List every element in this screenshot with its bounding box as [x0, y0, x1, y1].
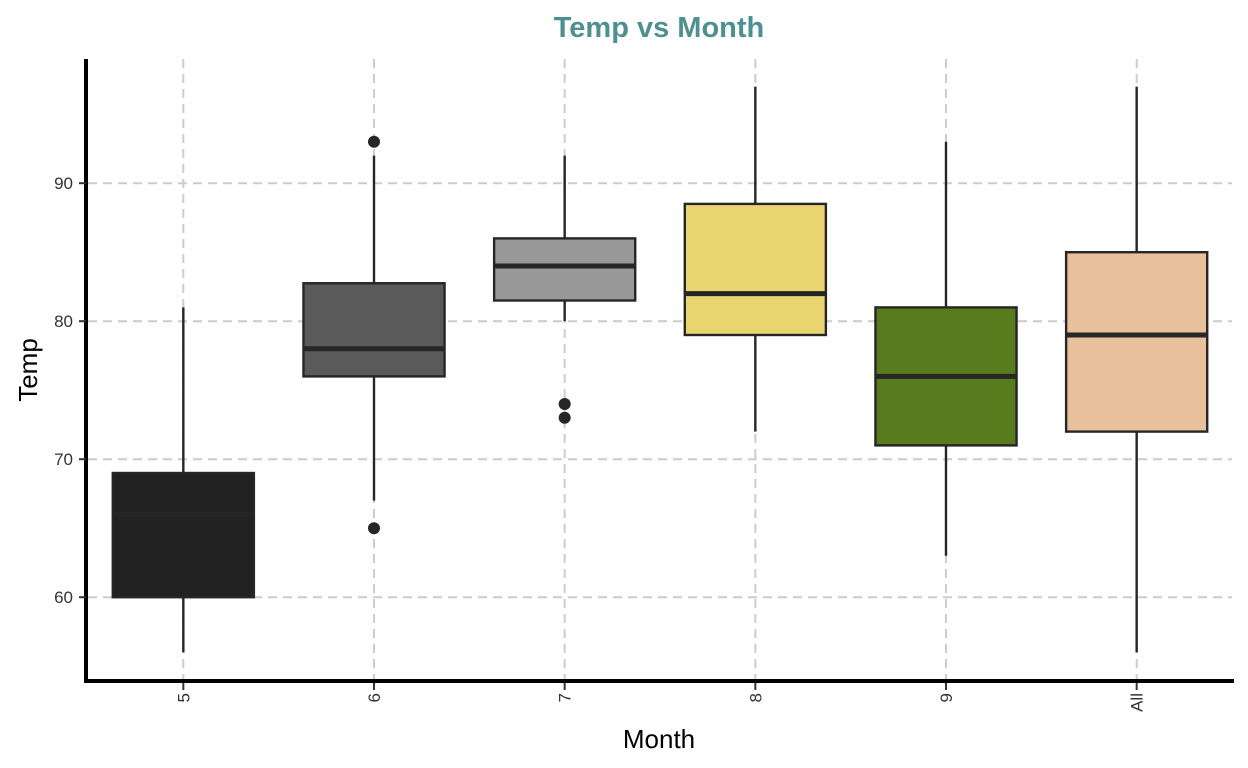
- x-tick-label: All: [1128, 693, 1147, 712]
- chart-title: Temp vs Month: [554, 12, 765, 44]
- box-group-6: [302, 135, 446, 535]
- iqr-box: [302, 282, 446, 378]
- x-tick-label: 7: [556, 693, 575, 702]
- iqr-box: [111, 471, 256, 599]
- y-axis-title: Temp: [13, 338, 43, 402]
- outlier-point: [368, 135, 380, 148]
- x-tick-label: 8: [746, 693, 765, 702]
- y-tick-label: 90: [54, 174, 73, 193]
- x-tick-label: 6: [365, 693, 384, 702]
- outlier-point: [558, 411, 571, 424]
- y-tick-label: 70: [54, 450, 73, 469]
- x-tick-label: 9: [937, 693, 956, 702]
- iqr-box: [683, 202, 828, 337]
- box-group-7: [492, 155, 637, 424]
- boxes: [111, 86, 1209, 653]
- iqr-box: [492, 237, 637, 302]
- x-tick-label: 5: [174, 693, 193, 702]
- axes: [84, 59, 1234, 683]
- iqr-box: [1064, 250, 1209, 433]
- outlier-point: [368, 522, 380, 535]
- box-group-8: [683, 86, 828, 432]
- x-axis-title: Month: [623, 724, 695, 754]
- box-group-9: [874, 141, 1018, 556]
- box-group-All: [1064, 86, 1209, 653]
- tick-labels: 60 70 80 90 5 6 7 8 9 All: [54, 174, 1147, 712]
- outlier-point: [558, 398, 571, 410]
- y-tick-label: 60: [54, 588, 73, 607]
- grid-lines: [88, 59, 1232, 680]
- box-group-5: [111, 307, 256, 653]
- y-tick-label: 80: [54, 312, 73, 331]
